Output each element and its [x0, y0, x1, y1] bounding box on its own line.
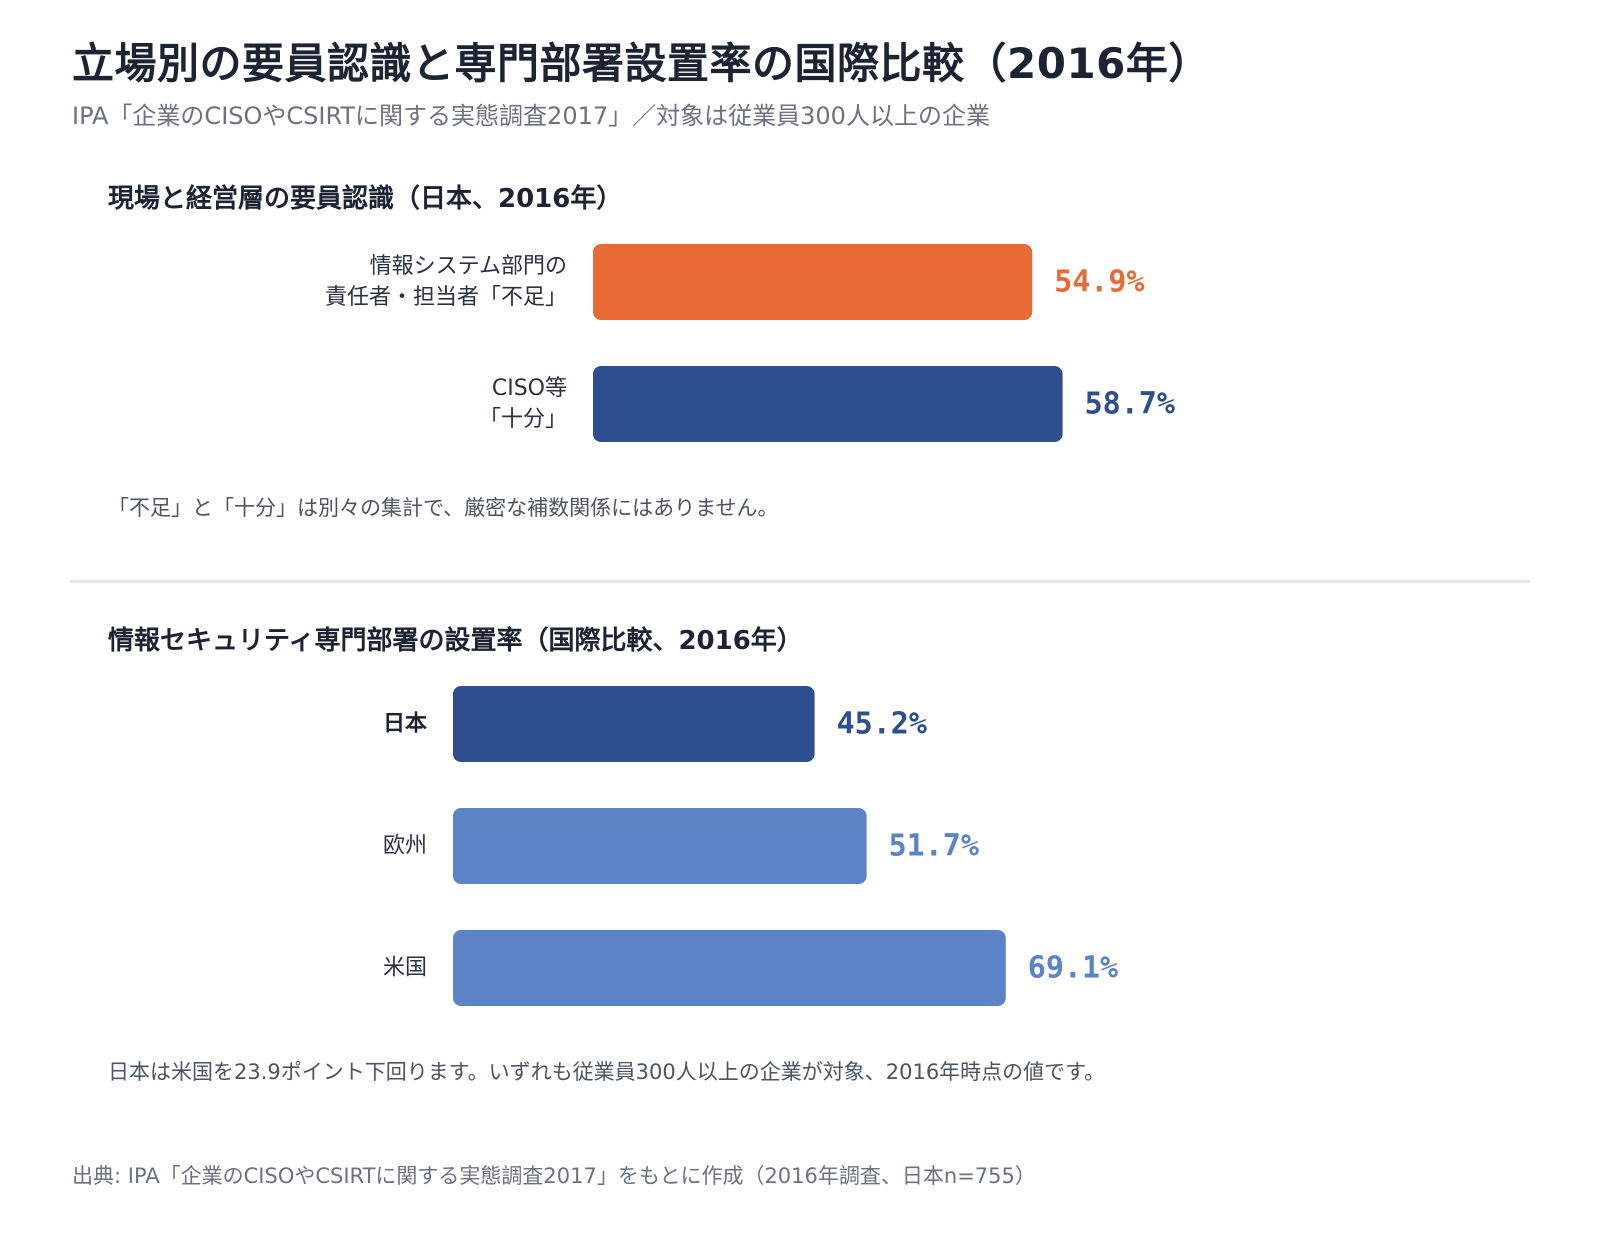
- page-subtitle: IPA「企業のCISOやCSIRTに関する実態調査2017」／対象は従業員300…: [72, 102, 990, 130]
- value-label-0: 45.2%: [837, 707, 927, 742]
- value-label-0: 54.9%: [1054, 265, 1144, 300]
- chart1-note: 「不足」と「十分」は別々の集計で、厳密な補数関係にはありません。: [108, 496, 779, 520]
- category-label-1-line-1: 「十分」: [479, 407, 567, 432]
- section-divider: [70, 580, 1530, 583]
- source-note: 出典: IPA「企業のCISOやCSIRTに関する実態調査2017」をもとに作成…: [72, 1164, 1036, 1188]
- category-label-0: 日本: [383, 712, 427, 737]
- page-title: 立場別の要員認識と専門部署設置率の国際比較（2016年）: [72, 39, 1211, 88]
- chart1-title: 現場と経営層の要員認識（日本、2016年）: [108, 184, 623, 214]
- bar-0: [453, 686, 815, 762]
- bar-1: [593, 366, 1063, 442]
- category-label-0-line-0: 情報システム部門の: [370, 254, 567, 279]
- bar-0: [593, 244, 1033, 320]
- chart2-note: 日本は米国を23.9ポイント下回ります。いずれも従業員300人以上の企業が対象、…: [108, 1060, 1106, 1084]
- category-label-2: 米国: [383, 956, 427, 981]
- category-label-1: 欧州: [383, 834, 427, 859]
- category-label-0-line-1: 責任者・担当者「不足」: [325, 285, 567, 310]
- bar-1: [453, 808, 867, 884]
- department-rate-bar-chart: 日本 45.2% 欧州 51.7% 米国 69.1%: [383, 686, 1118, 1006]
- chart2-title: 情報セキュリティ専門部署の設置率（国際比較、2016年）: [108, 626, 803, 656]
- category-label-1-line-0: CISO等: [492, 376, 567, 401]
- value-label-1: 58.7%: [1085, 387, 1175, 422]
- value-label-2: 69.1%: [1028, 951, 1118, 986]
- value-label-1: 51.7%: [889, 829, 979, 864]
- bar-2: [453, 930, 1006, 1006]
